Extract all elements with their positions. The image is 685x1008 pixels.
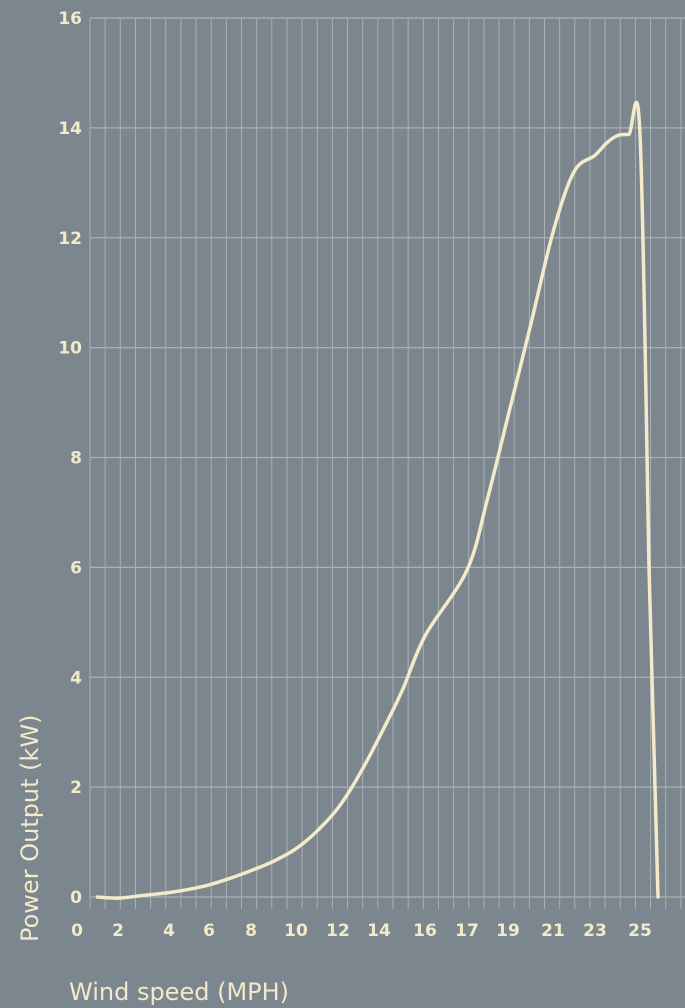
x-tick-label: 16 — [413, 921, 437, 941]
x-tick-label: 8 — [245, 921, 257, 941]
y-tick-label: 6 — [70, 558, 82, 578]
x-tick-label: 12 — [326, 921, 350, 941]
x-tick-label: 4 — [163, 921, 175, 941]
y-tick-label: 14 — [58, 119, 82, 139]
x-axis-title: Wind speed (MPH) — [69, 978, 289, 1006]
y-tick-label: 2 — [70, 778, 82, 798]
chart-grid — [89, 17, 685, 909]
y-tick-label: 4 — [70, 668, 82, 688]
x-tick-label: 17 — [455, 921, 479, 941]
y-axis-title: Power Output (kW) — [16, 714, 44, 942]
x-axis-ticks: 0 2 4 6 8 10 12 14 16 17 19 21 23 25 — [71, 921, 652, 941]
y-tick-label: 12 — [58, 229, 82, 249]
y-tick-label: 10 — [58, 339, 82, 359]
x-tick-label: 19 — [496, 921, 520, 941]
x-tick-label: 0 — [71, 921, 83, 941]
x-tick-label: 6 — [203, 921, 215, 941]
y-tick-label: 16 — [58, 9, 82, 29]
y-tick-label: 0 — [70, 888, 82, 908]
y-tick-label: 8 — [70, 449, 82, 469]
x-tick-label: 14 — [367, 921, 391, 941]
x-tick-label: 2 — [112, 921, 124, 941]
x-tick-label: 23 — [583, 921, 607, 941]
y-axis-ticks: 0 2 4 6 8 10 12 14 16 — [58, 9, 82, 908]
x-tick-label: 10 — [284, 921, 308, 941]
x-tick-label: 21 — [541, 921, 565, 941]
x-tick-label: 25 — [628, 921, 652, 941]
power-output-curve — [95, 100, 660, 900]
